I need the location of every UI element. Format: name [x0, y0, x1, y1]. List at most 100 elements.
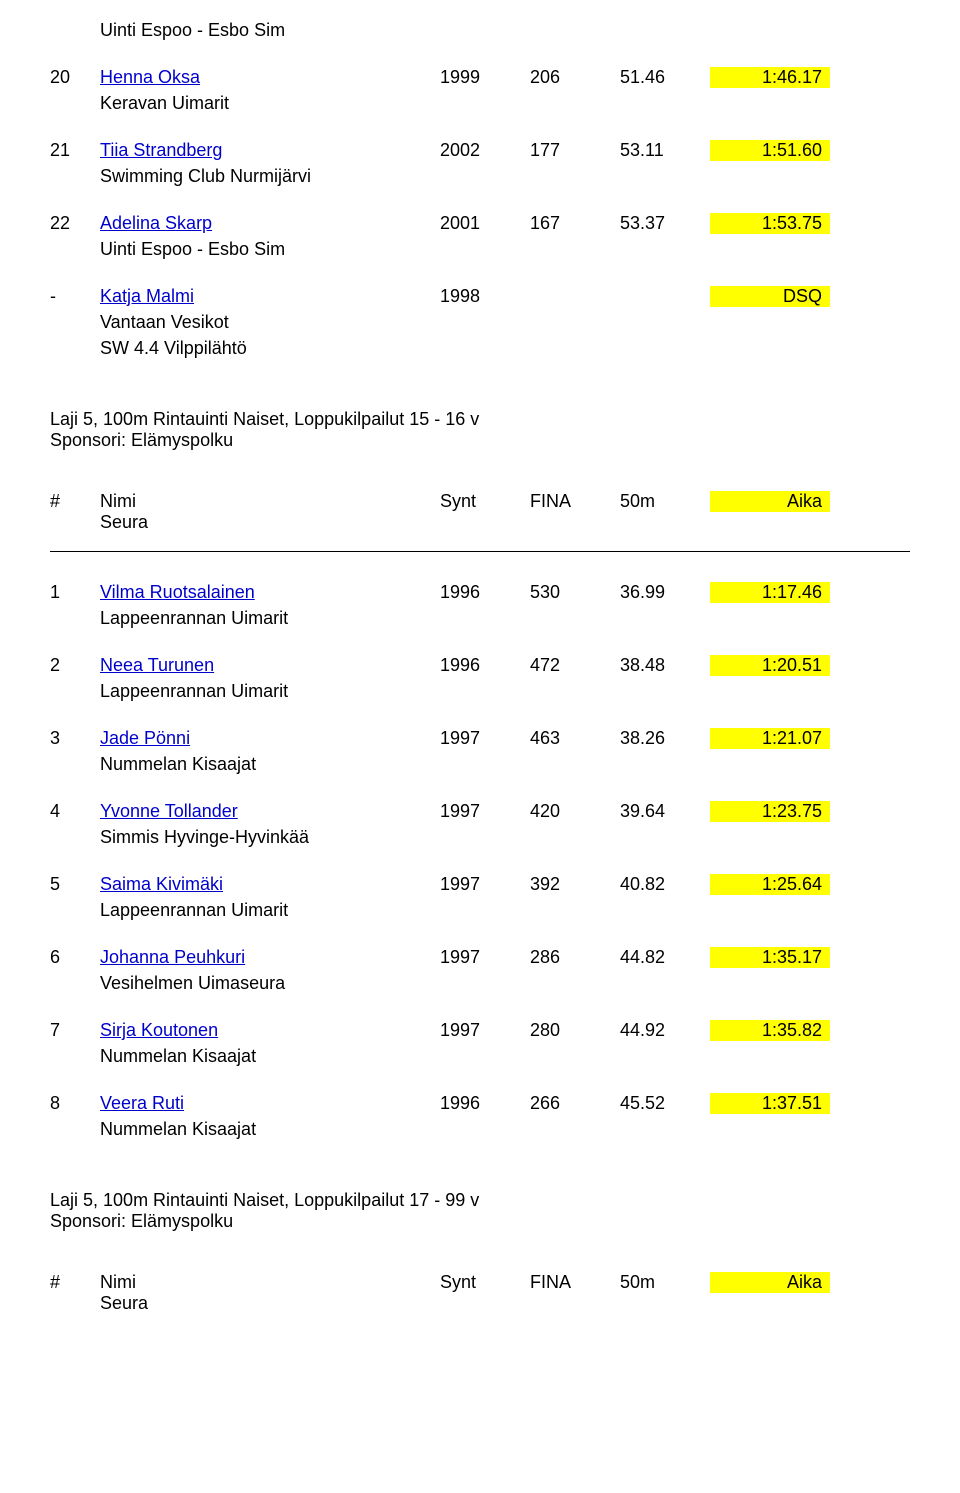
result-row: 6Johanna Peuhkuri Vesihelmen Uimaseura19… — [50, 947, 910, 994]
event-heading: Laji 5, 100m Rintauinti Naiset, Loppukil… — [50, 1190, 910, 1232]
swimmer-link[interactable]: Veera Ruti — [100, 1093, 184, 1113]
swimmer-link[interactable]: Henna Oksa — [100, 67, 200, 87]
swimmer-link[interactable]: Saima Kivimäki — [100, 874, 223, 894]
rank: 8 — [50, 1093, 100, 1114]
results-header: # Nimi Seura Synt FINA 50m Aika — [50, 491, 910, 533]
swimmer-link[interactable]: Katja Malmi — [100, 286, 194, 306]
swimmer-cell: Johanna Peuhkuri Vesihelmen Uimaseura — [100, 947, 440, 994]
split-50m: 45.52 — [620, 1093, 710, 1114]
split-50m: 53.37 — [620, 213, 710, 234]
swimmer-cell: Veera Ruti Nummelan Kisaajat — [100, 1093, 440, 1140]
split-50m: 36.99 — [620, 582, 710, 603]
split-50m: 53.11 — [620, 140, 710, 161]
fina-points: 286 — [530, 947, 620, 968]
rank: 1 — [50, 582, 100, 603]
header-fina: FINA — [530, 1272, 620, 1293]
swimmer-link[interactable]: Johanna Peuhkuri — [100, 947, 245, 967]
rank: 5 — [50, 874, 100, 895]
header-synt: Synt — [440, 1272, 530, 1293]
swimmer-link[interactable]: Sirja Koutonen — [100, 1020, 218, 1040]
result-row: 1Vilma Ruotsalainen Lappeenrannan Uimari… — [50, 582, 910, 629]
birth-year: 1998 — [440, 286, 530, 307]
swimmer-cell: Henna Oksa Keravan Uimarit — [100, 67, 440, 114]
header-split: 50m — [620, 491, 710, 512]
result-row: 5Saima Kivimäki Lappeenrannan Uimarit199… — [50, 874, 910, 921]
fina-points: 177 — [530, 140, 620, 161]
swimmer-link[interactable]: Vilma Ruotsalainen — [100, 582, 255, 602]
fina-points: 266 — [530, 1093, 620, 1114]
swimmer-cell: Sirja Koutonen Nummelan Kisaajat — [100, 1020, 440, 1067]
split-50m: 39.64 — [620, 801, 710, 822]
final-time: 1:46.17 — [710, 67, 830, 88]
rank: 20 — [50, 67, 100, 88]
birth-year: 1997 — [440, 801, 530, 822]
club-name: Vesihelmen Uimaseura — [100, 973, 440, 994]
result-row: 20Henna Oksa Keravan Uimarit199920651.46… — [50, 67, 910, 114]
birth-year: 1996 — [440, 1093, 530, 1114]
result-row: -Katja Malmi Vantaan VesikotSW 4.4 Vilpp… — [50, 286, 910, 359]
header-hash: # — [50, 1272, 100, 1293]
event-title: Laji 5, 100m Rintauinti Naiset, Loppukil… — [50, 1190, 910, 1211]
split-50m: 51.46 — [620, 67, 710, 88]
rank: 6 — [50, 947, 100, 968]
fina-points: 420 — [530, 801, 620, 822]
swimmer-cell: Jade Pönni Nummelan Kisaajat — [100, 728, 440, 775]
result-row: 4Yvonne Tollander Simmis Hyvinge-Hyvinkä… — [50, 801, 910, 848]
final-time: 1:37.51 — [710, 1093, 830, 1114]
birth-year: 1997 — [440, 947, 530, 968]
club-name: Simmis Hyvinge-Hyvinkää — [100, 827, 440, 848]
final-time: 1:20.51 — [710, 655, 830, 676]
club-name: Vantaan Vesikot — [100, 312, 440, 333]
final-time: 1:21.07 — [710, 728, 830, 749]
header-hash: # — [50, 491, 100, 512]
final-time: 1:35.82 — [710, 1020, 830, 1041]
header-rule — [50, 551, 910, 552]
result-row: 3Jade Pönni Nummelan Kisaajat199746338.2… — [50, 728, 910, 775]
result-row: 21Tiia Strandberg Swimming Club Nurmijär… — [50, 140, 910, 187]
final-time: 1:53.75 — [710, 213, 830, 234]
birth-year: 2001 — [440, 213, 530, 234]
continuation-club: Uinti Espoo - Esbo Sim — [50, 20, 910, 41]
final-time: 1:17.46 — [710, 582, 830, 603]
split-50m: 44.82 — [620, 947, 710, 968]
swimmer-cell: Saima Kivimäki Lappeenrannan Uimarit — [100, 874, 440, 921]
birth-year: 1997 — [440, 728, 530, 749]
swimmer-link[interactable]: Jade Pönni — [100, 728, 190, 748]
birth-year: 1999 — [440, 67, 530, 88]
split-50m: 38.26 — [620, 728, 710, 749]
fina-points: 463 — [530, 728, 620, 749]
swimmer-cell: Tiia Strandberg Swimming Club Nurmijärvi — [100, 140, 440, 187]
club-name: Nummelan Kisaajat — [100, 1119, 440, 1140]
swimmer-cell: Vilma Ruotsalainen Lappeenrannan Uimarit — [100, 582, 440, 629]
result-row: 2Neea Turunen Lappeenrannan Uimarit19964… — [50, 655, 910, 702]
header-split: 50m — [620, 1272, 710, 1293]
final-time: 1:51.60 — [710, 140, 830, 161]
swimmer-cell: Katja Malmi Vantaan VesikotSW 4.4 Vilppi… — [100, 286, 440, 359]
event-sponsor: Sponsori: Elämyspolku — [50, 1211, 910, 1232]
swimmer-link[interactable]: Tiia Strandberg — [100, 140, 222, 160]
header-nimi: Nimi Seura — [100, 1272, 440, 1314]
swimmer-link[interactable]: Adelina Skarp — [100, 213, 212, 233]
rank: 22 — [50, 213, 100, 234]
club-name: Swimming Club Nurmijärvi — [100, 166, 440, 187]
swimmer-link[interactable]: Neea Turunen — [100, 655, 214, 675]
fina-points: 167 — [530, 213, 620, 234]
swimmer-link[interactable]: Yvonne Tollander — [100, 801, 238, 821]
rank: 2 — [50, 655, 100, 676]
fina-points: 472 — [530, 655, 620, 676]
club-name: Uinti Espoo - Esbo Sim — [100, 239, 440, 260]
fina-points: 392 — [530, 874, 620, 895]
club-name: Nummelan Kisaajat — [100, 1046, 440, 1067]
final-time: DSQ — [710, 286, 830, 307]
header-nimi: Nimi Seura — [100, 491, 440, 533]
swimmer-cell: Yvonne Tollander Simmis Hyvinge-Hyvinkää — [100, 801, 440, 848]
split-50m: 38.48 — [620, 655, 710, 676]
result-row: 7Sirja Koutonen Nummelan Kisaajat1997280… — [50, 1020, 910, 1067]
rank: 4 — [50, 801, 100, 822]
birth-year: 2002 — [440, 140, 530, 161]
birth-year: 1997 — [440, 874, 530, 895]
fina-points: 530 — [530, 582, 620, 603]
club-name: Keravan Uimarit — [100, 93, 440, 114]
header-aika: Aika — [710, 491, 830, 512]
club-name: Lappeenrannan Uimarit — [100, 681, 440, 702]
